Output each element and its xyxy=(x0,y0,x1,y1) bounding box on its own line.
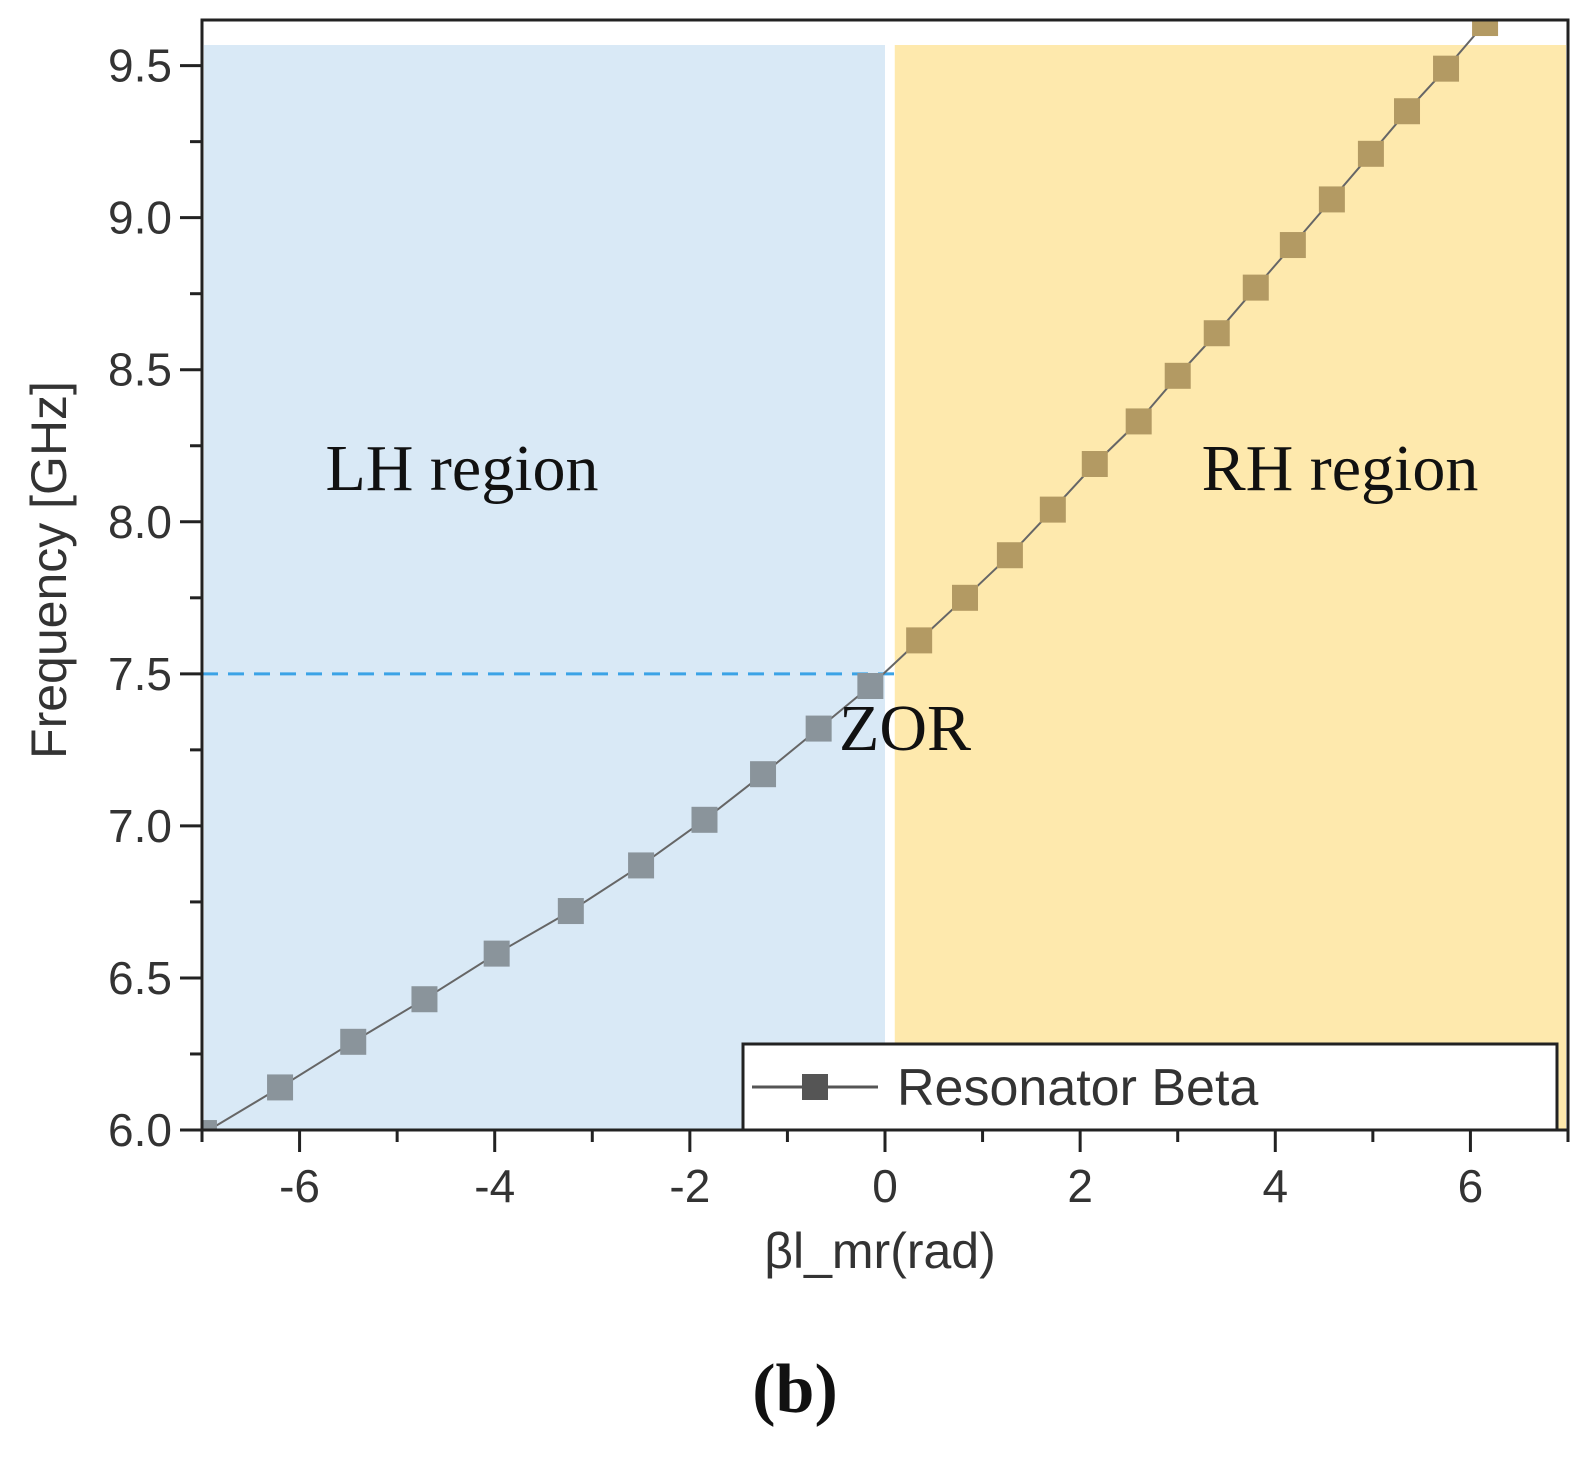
y-tick-label: 6.0 xyxy=(108,1104,172,1156)
region-lh-background xyxy=(204,45,885,1130)
y-tick-label: 8.5 xyxy=(108,344,172,396)
x-tick-label: -2 xyxy=(669,1160,710,1212)
data-point xyxy=(857,673,884,699)
data-point xyxy=(1203,320,1230,347)
data-point xyxy=(202,1120,217,1130)
data-point xyxy=(1164,362,1191,389)
data-point xyxy=(411,986,438,1013)
y-tick-label: 9.0 xyxy=(108,192,172,244)
data-point xyxy=(996,542,1023,569)
lh-region-label: LH region xyxy=(325,432,598,505)
data-point xyxy=(340,1028,367,1055)
legend-entry-resonator-beta: Resonator Beta xyxy=(897,1059,1258,1117)
data-point xyxy=(1472,20,1499,37)
x-axis-ticks: -6 -4 -2 0 2 4 6 xyxy=(200,1130,1570,1212)
legend-box xyxy=(741,1042,1559,1132)
data-point xyxy=(1394,98,1421,125)
data-point xyxy=(483,940,510,967)
x-tick-label: 2 xyxy=(1067,1160,1093,1212)
legend: Resonator Beta xyxy=(741,1042,1559,1132)
series-layer xyxy=(202,20,1499,1130)
rh-region-label: RH region xyxy=(1202,432,1479,505)
x-axis-label: βl_mr(rad) xyxy=(764,1223,996,1279)
legend-marker-sample xyxy=(802,1074,828,1100)
data-point xyxy=(691,806,718,833)
data-point xyxy=(906,627,933,654)
data-point xyxy=(952,584,979,611)
data-point xyxy=(267,1074,294,1101)
region-rh-background xyxy=(894,45,1566,1130)
y-tick-label: 9.5 xyxy=(108,40,172,92)
x-tick-label: 0 xyxy=(872,1160,898,1212)
x-tick-label: 6 xyxy=(1458,1160,1484,1212)
data-point xyxy=(1125,408,1152,435)
data-point xyxy=(750,761,777,788)
figure-label: (b) xyxy=(752,1351,838,1428)
y-axis-label: Frequency [GHz] xyxy=(21,381,77,759)
data-point xyxy=(1318,186,1345,213)
y-axis-ticks: 6.0 6.5 7.0 7.5 8.0 8.5 9.0 9.5 xyxy=(108,40,202,1156)
data-point xyxy=(557,898,584,925)
data-point xyxy=(1279,232,1306,259)
data-point xyxy=(1433,55,1460,82)
y-tick-label: 6.5 xyxy=(108,952,172,1004)
x-tick-label: 4 xyxy=(1262,1160,1288,1212)
y-tick-label: 7.0 xyxy=(108,800,172,852)
y-tick-label: 7.5 xyxy=(108,648,172,700)
series-markers-0 xyxy=(202,20,1499,1130)
data-point xyxy=(1242,274,1269,301)
y-tick-label: 8.0 xyxy=(108,496,172,548)
region-backgrounds xyxy=(204,45,1566,1130)
x-tick-label: -4 xyxy=(474,1160,515,1212)
zor-annotation: ZOR xyxy=(839,692,971,765)
data-point xyxy=(1357,140,1384,167)
data-point xyxy=(1039,496,1066,523)
data-point xyxy=(1081,451,1108,477)
x-tick-label: -6 xyxy=(279,1160,320,1212)
data-point xyxy=(805,715,832,742)
data-point xyxy=(628,852,655,879)
